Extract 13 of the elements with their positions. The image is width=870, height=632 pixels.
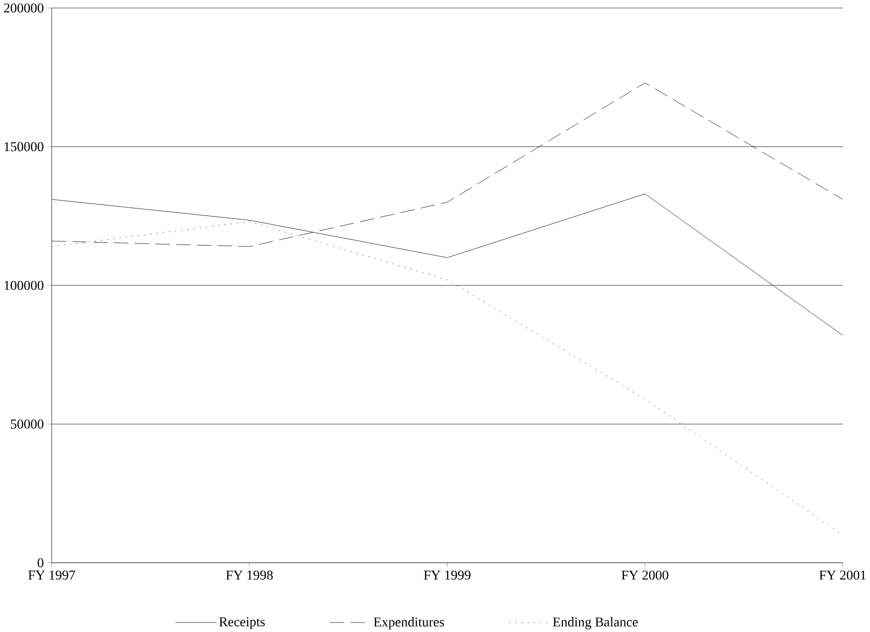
x-tick-label: FY 1999 xyxy=(424,570,470,580)
x-tick-label: FY 2001 xyxy=(819,570,866,580)
x-tick-label: FY 1997 xyxy=(28,570,76,580)
legend-label: Expenditures xyxy=(374,617,444,630)
y-tick-label: 200000 xyxy=(4,3,44,12)
x-tick-label: FY 2000 xyxy=(622,570,668,580)
x-tick-label: FY 1998 xyxy=(226,570,273,580)
y-tick-label: 100000 xyxy=(4,280,44,290)
legend-label: Receipts xyxy=(219,617,265,630)
y-tick-label: 50000 xyxy=(10,419,44,429)
legend-label: Ending Balance xyxy=(552,617,638,630)
y-tick-label: 0 xyxy=(38,558,44,568)
y-tick-label: 150000 xyxy=(4,142,44,152)
